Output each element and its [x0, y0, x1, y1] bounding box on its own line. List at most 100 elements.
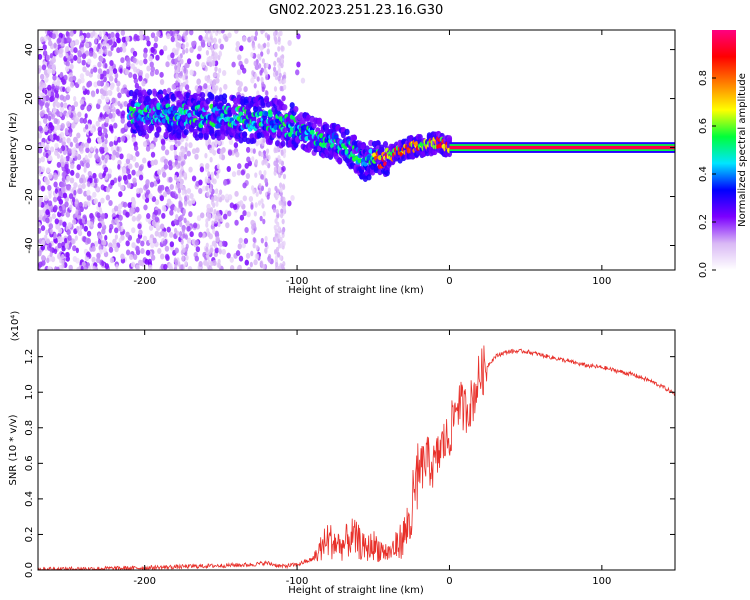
heatmap-cell [50, 228, 54, 235]
heatmap-cell [65, 184, 71, 191]
heatmap-cell [102, 113, 107, 120]
heatmap-cell [267, 253, 272, 260]
heatmap-cell [65, 211, 71, 218]
heatmap-cell [177, 65, 181, 72]
heatmap-cell [41, 95, 47, 102]
heatmap-cell [379, 146, 385, 154]
heatmap-cell [218, 248, 222, 255]
heatmap-cell [417, 133, 423, 141]
heatmap-cell [260, 51, 264, 57]
heatmap-cell [204, 30, 209, 34]
heatmap-cell [143, 204, 148, 211]
heatmap-cell [79, 117, 84, 124]
heatmap-cell [108, 112, 113, 119]
heatmap-cell [207, 171, 211, 177]
heatmap-cell [85, 70, 90, 77]
heatmap-cell [115, 32, 120, 39]
heatmap-cell [38, 67, 41, 74]
heatmap-cell [132, 94, 138, 101]
heatmap-cell [223, 83, 228, 90]
heatmap-cell [99, 248, 103, 255]
heatmap-cell [110, 128, 114, 134]
heatmap-cell [215, 139, 219, 145]
heatmap-cell [45, 152, 49, 159]
heatmap-cell [131, 215, 137, 222]
heatmap-cell [237, 54, 242, 61]
heatmap-cell [56, 124, 61, 131]
heatmap-cell [175, 80, 179, 86]
heatmap-cell [141, 80, 146, 87]
heatmap-cell [53, 248, 58, 255]
heatmap-cell [206, 77, 210, 83]
heatmap-cell [184, 62, 188, 69]
heatmap-cell [38, 261, 43, 268]
heatmap-cell [242, 195, 248, 202]
heatmap-cell [97, 238, 102, 245]
heatmap-cell [169, 184, 174, 191]
heatmap-cell [337, 158, 343, 165]
heatmap-cell [250, 204, 254, 210]
heatmap-cell [96, 212, 101, 219]
heatmap-cell [62, 192, 68, 199]
heatmap-cell [116, 80, 121, 87]
heatmap-cell [176, 207, 181, 213]
heatmap-cell [53, 205, 58, 212]
heatmap-cell [145, 35, 150, 42]
heatmap-cell [242, 210, 247, 217]
heatmap-cell [46, 257, 50, 264]
heatmap-cell [260, 151, 264, 158]
heatmap-cell [76, 56, 81, 63]
heatmap-cell [116, 37, 121, 44]
heatmap-cell [198, 179, 203, 186]
heatmap-cell [256, 76, 260, 82]
heatmap-cell [179, 231, 183, 237]
heatmap-cell [144, 258, 149, 265]
heatmap-cell [70, 44, 74, 50]
heatmap-cell [81, 183, 86, 190]
heatmap-cell [212, 150, 216, 156]
heatmap-cell [84, 42, 90, 49]
heatmap-cell [180, 264, 184, 270]
heatmap-cell [275, 208, 279, 215]
heatmap-cell [131, 169, 136, 176]
heatmap-cell [39, 73, 45, 80]
heatmap-cell [38, 132, 43, 139]
heatmap-cell [209, 156, 213, 163]
heatmap-cell [182, 233, 186, 239]
heatmap-cell [222, 179, 228, 186]
colorbar-tick-label: 0.0 [698, 262, 709, 278]
heatmap-cell [100, 213, 106, 220]
heatmap-cell [205, 33, 209, 40]
heatmap-cell [77, 50, 82, 57]
heatmap-cell [40, 244, 45, 251]
heatmap-cell [189, 192, 194, 199]
heatmap-cell [105, 43, 110, 50]
heatmap-cell [159, 223, 165, 230]
heatmap-cell [86, 220, 92, 227]
heatmap-cell [159, 49, 164, 56]
heatmap-cell [104, 117, 110, 124]
heatmap-cell [257, 43, 261, 49]
heatmap-cell [263, 95, 270, 103]
heatmap-cell [159, 195, 165, 202]
heatmap-cell [209, 78, 213, 85]
heatmap-cell [275, 246, 280, 253]
heatmap-cell [200, 212, 205, 219]
snr-x-ticks: -200 -100 0 100 [133, 330, 611, 587]
heatmap-cell [93, 177, 98, 184]
heatmap-cell [279, 187, 283, 193]
heatmap-cell [66, 36, 71, 43]
heatmap-cell [189, 69, 194, 76]
heatmap-cell [56, 266, 60, 270]
heatmap-cell [106, 108, 111, 115]
heatmap-cell [178, 200, 182, 206]
heatmap-cell [45, 144, 50, 151]
heatmap-cell [47, 90, 52, 97]
heatmap-cell [43, 126, 49, 133]
heatmap-cell [70, 105, 76, 112]
heatmap-cell [48, 36, 52, 43]
heatmap-cell [66, 86, 71, 93]
y-tick-label: 0.4 [24, 491, 35, 507]
snr-x-label: Height of straight line (km) [288, 585, 424, 596]
heatmap-cell [107, 89, 111, 96]
